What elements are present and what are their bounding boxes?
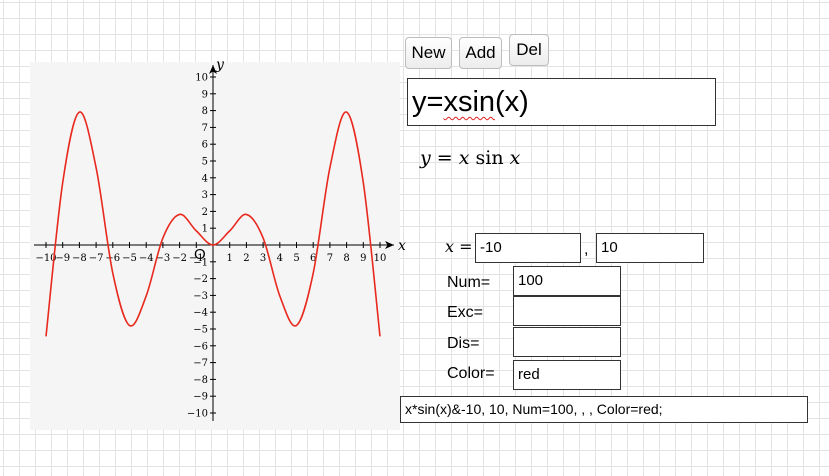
x-tick-label: −2 xyxy=(172,253,187,264)
y-tick-label: 5 xyxy=(202,157,208,168)
x-tick-label: 7 xyxy=(327,253,333,264)
dis-label: Dis= xyxy=(447,335,480,352)
y-tick-label: −7 xyxy=(193,358,208,369)
formula-input-suffix: (x) xyxy=(495,86,529,118)
dis-input[interactable] xyxy=(513,327,621,357)
range-from-input[interactable]: -10 xyxy=(475,233,581,263)
graph-canvas[interactable]: −10 −9 −8 −7 −6 −5 −4 −3 −2 −1 1 2 3 4 5 6 7 8 9 10 −10 −9 −8−… xyxy=(30,57,406,430)
num-input[interactable]: 100 xyxy=(513,266,621,296)
color-input[interactable]: red xyxy=(513,360,621,390)
x-tick-label: 10 xyxy=(374,253,387,264)
x-tick-label: 3 xyxy=(260,253,266,264)
y-axis-label: y xyxy=(215,57,225,73)
y-tick-label: 1 xyxy=(202,224,208,235)
exc-input[interactable] xyxy=(513,296,621,326)
new-button[interactable]: New xyxy=(405,37,452,69)
del-button[interactable]: Del xyxy=(509,34,549,66)
formula-equals: = xyxy=(430,147,459,169)
x-tick-label: −6 xyxy=(105,253,120,264)
origin-label: O xyxy=(194,246,206,263)
y-tick-label: 3 xyxy=(202,190,208,201)
y-tick-label: 4 xyxy=(202,173,208,184)
range-to-input[interactable]: 10 xyxy=(596,233,704,263)
x-tick-label: 6 xyxy=(310,253,316,264)
exc-label: Exc= xyxy=(447,304,484,321)
x-tick-label: 2 xyxy=(243,253,249,264)
y-tick-label: −10 xyxy=(187,409,208,420)
formula-lhs: y xyxy=(420,147,431,169)
y-tick-label: 7 xyxy=(202,123,208,134)
add-button[interactable]: Add xyxy=(459,37,502,69)
x-tick-label: −8 xyxy=(72,253,87,264)
y-tick-label: −6 xyxy=(193,341,208,352)
x-axis-label: x xyxy=(398,238,406,254)
y-tick-label: 2 xyxy=(202,207,208,218)
x-tick-label: −7 xyxy=(89,253,104,264)
x-tick-label: −5 xyxy=(122,253,137,264)
x-tick-label: 9 xyxy=(360,253,366,264)
y-tick-label: 9 xyxy=(202,89,208,100)
y-axis-arrow xyxy=(209,65,217,74)
y-tick-label: −4 xyxy=(193,308,208,319)
y-tick-label: 8 xyxy=(202,106,208,117)
y-tick-label: −5 xyxy=(193,325,208,336)
x-tick-label: −10 xyxy=(35,253,56,264)
x-tick-label: 1 xyxy=(227,253,233,264)
range-var-label: x = xyxy=(445,237,473,256)
y-tick-label: −3 xyxy=(193,291,208,302)
y-tick-label: −1 xyxy=(193,257,208,268)
function-plot: −10−9 −8 −7 −6 −5 −4 −3 −2 −1 1 2 3 4 5 6 7 8 9 10−10−9−8−… xyxy=(34,57,406,421)
function-curve xyxy=(45,111,381,337)
color-label: Color= xyxy=(447,365,495,382)
y-tick-label: −8 xyxy=(193,375,208,386)
x-axis-arrow xyxy=(385,241,394,249)
formula-input-prefix: y= xyxy=(412,86,444,118)
y-tick-label: 10 xyxy=(195,73,208,84)
formula-function: sin xyxy=(469,147,510,169)
formula-arg: x xyxy=(509,147,521,169)
x-tick-label: 5 xyxy=(293,253,299,264)
y-tick-label: −9 xyxy=(193,392,208,403)
x-tick-label: −4 xyxy=(139,253,154,264)
x-tick-label: 4 xyxy=(277,253,283,264)
x-tick-label: −3 xyxy=(156,253,171,264)
formula-rendered: y = x sin x xyxy=(420,147,520,169)
x-tick-label: 8 xyxy=(343,253,349,264)
x-tick-label: −1 xyxy=(189,253,204,264)
formula-input[interactable]: y=xsin(x) xyxy=(407,78,716,126)
num-label: Num= xyxy=(447,274,491,291)
x-tick-label: −9 xyxy=(55,253,70,264)
range-separator: , xyxy=(584,241,589,258)
formula-var: x xyxy=(458,147,470,169)
y-tick-label: −2 xyxy=(193,274,208,285)
y-tick-label: 6 xyxy=(202,140,208,151)
formula-input-function: xsin xyxy=(443,86,496,118)
summary-expression[interactable]: x*sin(x)&-10, 10, Num=100, , , Color=red… xyxy=(400,396,808,423)
